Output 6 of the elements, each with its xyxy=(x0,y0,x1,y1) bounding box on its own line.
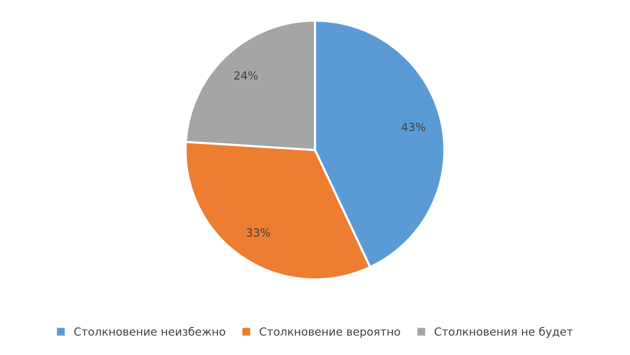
data-label: 33% xyxy=(246,228,270,237)
legend-label: Столкновения не будет xyxy=(434,326,573,338)
data-label: 43% xyxy=(402,122,426,132)
data-label: 24% xyxy=(234,71,258,80)
legend-label: Столкновение неизбежно xyxy=(74,326,226,336)
legend-label: Столкновение вероятно xyxy=(260,327,400,338)
